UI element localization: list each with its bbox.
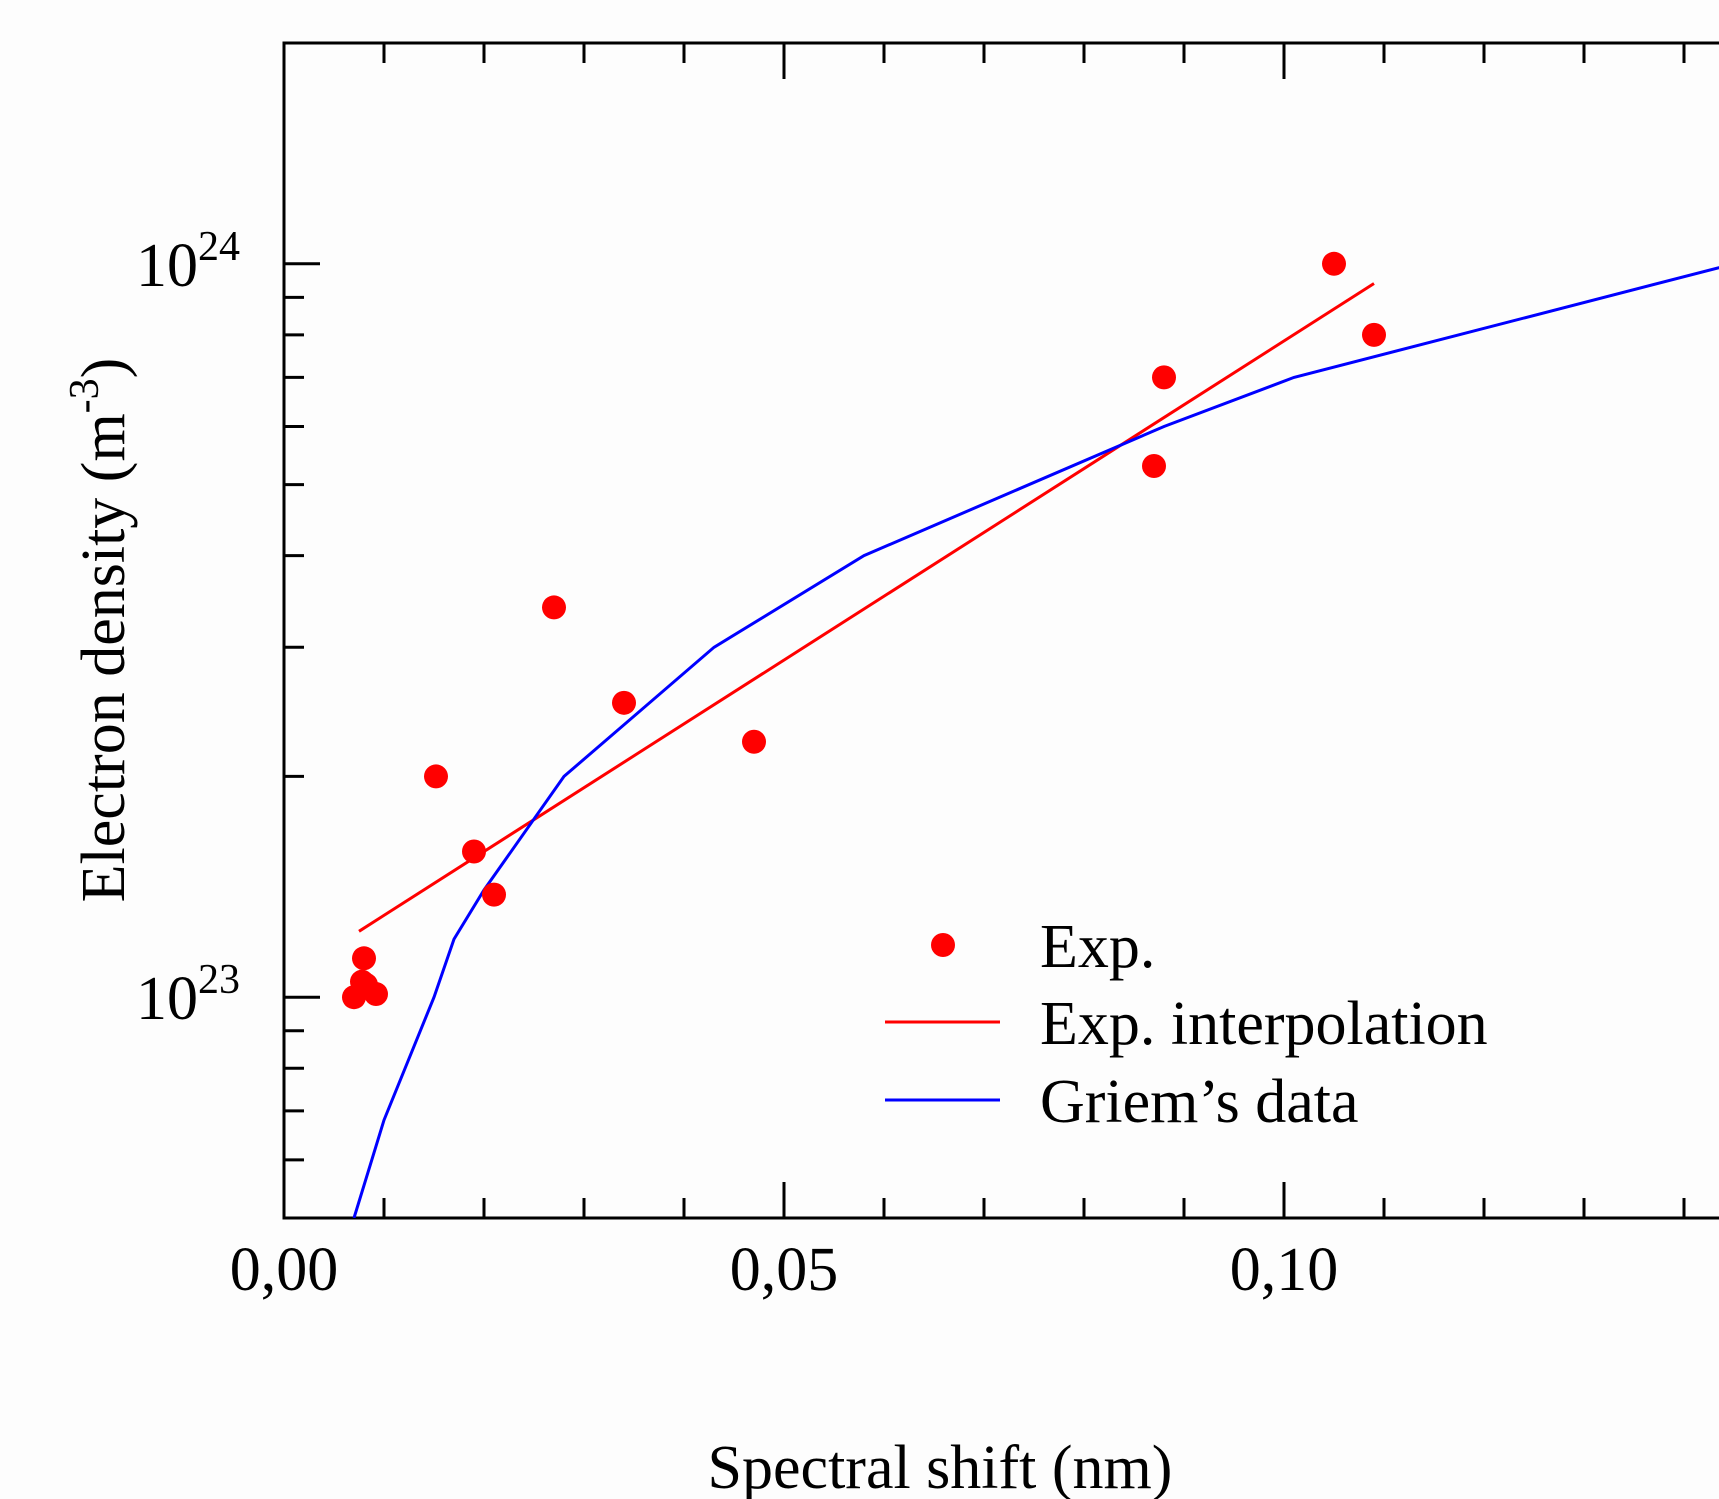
series-line-1 bbox=[358, 282, 1375, 933]
y-tick-label-exponent: 23 bbox=[198, 957, 240, 1003]
data-point bbox=[364, 982, 388, 1007]
y-tick-label-base: 10 bbox=[136, 232, 198, 300]
data-point bbox=[482, 882, 506, 907]
y-tick-label: 1023 bbox=[136, 957, 240, 1033]
data-point bbox=[742, 729, 766, 754]
data-point bbox=[612, 690, 636, 715]
y-tick-label-base: 10 bbox=[136, 965, 198, 1033]
x-tick-label: 0,05 bbox=[730, 1236, 839, 1304]
data-point bbox=[1362, 322, 1386, 347]
plot-area bbox=[342, 251, 1719, 1218]
x-axis-label: Spectral shift (nm) bbox=[708, 1434, 1173, 1499]
data-point bbox=[1322, 251, 1346, 276]
series-line-2 bbox=[352, 266, 1719, 1218]
x-tick-label: 0,10 bbox=[1230, 1236, 1339, 1304]
legend: Exp. Exp. interpolation Griem’s data bbox=[885, 913, 1488, 1136]
x-tick-label: 0,00 bbox=[230, 1236, 339, 1304]
data-point bbox=[462, 839, 486, 864]
data-point bbox=[1152, 365, 1176, 390]
y-tick-label-exponent: 24 bbox=[198, 224, 240, 270]
legend-marker bbox=[931, 933, 955, 957]
data-point bbox=[1142, 454, 1166, 479]
legend-label: Exp. bbox=[1040, 913, 1155, 981]
legend-label: Exp. interpolation bbox=[1040, 990, 1488, 1058]
legend-label: Griem’s data bbox=[1040, 1068, 1359, 1136]
y-tick-label: 1024 bbox=[136, 224, 240, 300]
data-point bbox=[352, 946, 376, 971]
y-axis-label-main: Electron density (m bbox=[70, 413, 138, 902]
y-axis-label-exponent: -3 bbox=[62, 378, 108, 413]
y-axis-label-close: ) bbox=[70, 358, 138, 379]
axis-ticks bbox=[282, 41, 1686, 1220]
plot-frame bbox=[282, 41, 1719, 1220]
data-point bbox=[424, 764, 448, 789]
data-point bbox=[542, 595, 566, 620]
y-axis-label: Electron density (m-3) bbox=[62, 358, 138, 903]
